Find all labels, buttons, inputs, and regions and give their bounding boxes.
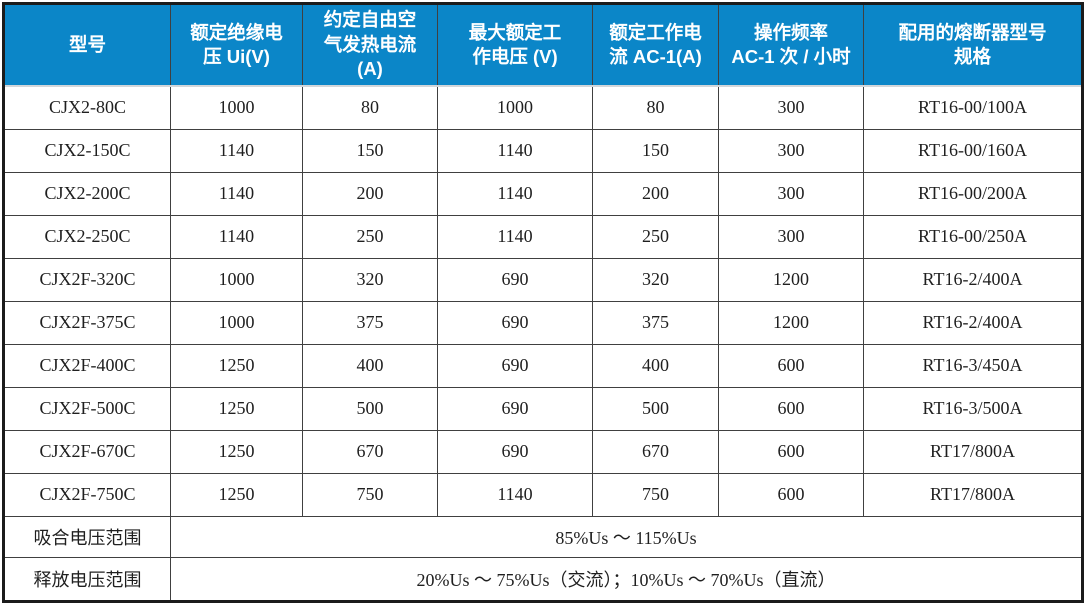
model-cell: CJX2F-320C (3, 257, 171, 302)
value-cell: 1250 (170, 472, 303, 517)
model-cell: CJX2-150C (3, 128, 171, 173)
model-cell: CJX2F-400C (3, 343, 171, 388)
value-cell: RT16-00/200A (863, 171, 1083, 216)
value-cell: 690 (437, 343, 593, 388)
header-cell: 额定工作电 流 AC-1(A) (592, 3, 719, 87)
table-row: CJX2-200C 1140 200 1140 200 300 RT16-00/200A (3, 171, 1083, 216)
model-cell: CJX2F-375C (3, 300, 171, 345)
header-cell: 配用的熔断器型号 规格 (863, 3, 1083, 87)
header-cell: 型号 (3, 3, 171, 87)
value-cell: 1250 (170, 429, 303, 474)
value-cell: RT16-00/250A (863, 214, 1083, 259)
contactor-spec-table: 型号 额定绝缘电 压 Ui(V) 约定自由空 气发热电流 (A) 最大额定工 作电压 … (2, 2, 1084, 603)
model-cell: CJX2-250C (3, 214, 171, 259)
value-cell: 670 (302, 429, 438, 474)
model-cell: CJX2-80C (3, 85, 171, 130)
value-cell: RT17/800A (863, 429, 1083, 474)
value-cell: 320 (592, 257, 719, 302)
value-cell: 1140 (437, 171, 593, 216)
value-cell: 1000 (170, 85, 303, 130)
table-row: CJX2F-320C 1000 320 690 320 1200 RT16-2/400A (3, 257, 1083, 302)
value-cell: RT17/800A (863, 472, 1083, 517)
value-cell: 600 (718, 472, 864, 517)
value-cell: 690 (437, 429, 593, 474)
value-cell: 1140 (170, 171, 303, 216)
value-cell: 1140 (170, 214, 303, 259)
value-cell: 500 (592, 386, 719, 431)
value-cell: 600 (718, 386, 864, 431)
table-row: CJX2F-750C 1250 750 1140 750 600 RT17/800A (3, 472, 1083, 517)
value-cell: 250 (592, 214, 719, 259)
model-cell: CJX2-200C (3, 171, 171, 216)
value-cell: 1250 (170, 343, 303, 388)
value-cell: 750 (302, 472, 438, 517)
value-cell: 400 (302, 343, 438, 388)
value-cell: 750 (592, 472, 719, 517)
value-cell: 600 (718, 429, 864, 474)
value-cell: 150 (302, 128, 438, 173)
header-cell: 操作频率 AC-1 次 / 小时 (718, 3, 864, 87)
table-row: CJX2F-670C 1250 670 690 670 600 RT17/800A (3, 429, 1083, 474)
table-row: CJX2F-400C 1250 400 690 400 600 RT16-3/450A (3, 343, 1083, 388)
model-cell: CJX2F-750C (3, 472, 171, 517)
pickup-voltage-row: 吸合电压范围 85%Us ～ 115%Us (3, 515, 1083, 558)
table-row: CJX2-80C 1000 80 1000 80 300 RT16-00/100A (3, 85, 1083, 130)
value-cell: RT16-2/400A (863, 257, 1083, 302)
value-cell: 1140 (437, 472, 593, 517)
value-cell: 300 (718, 214, 864, 259)
value-cell: 300 (718, 128, 864, 173)
table-row: CJX2F-500C 1250 500 690 500 600 RT16-3/500A (3, 386, 1083, 431)
table-row: CJX2-250C 1140 250 1140 250 300 RT16-00/250A (3, 214, 1083, 259)
value-cell: 1000 (170, 300, 303, 345)
value-cell: 400 (592, 343, 719, 388)
value-cell: 670 (592, 429, 719, 474)
pickup-voltage-label: 吸合电压范围 (3, 515, 171, 558)
value-cell: 600 (718, 343, 864, 388)
value-cell: 1200 (718, 257, 864, 302)
header-cell: 额定绝缘电 压 Ui(V) (170, 3, 303, 87)
value-cell: RT16-3/500A (863, 386, 1083, 431)
value-cell: 1000 (437, 85, 593, 130)
value-cell: 690 (437, 300, 593, 345)
release-voltage-label: 释放电压范围 (3, 556, 171, 602)
value-cell: 1000 (170, 257, 303, 302)
value-cell: 80 (592, 85, 719, 130)
table-row: CJX2F-375C 1000 375 690 375 1200 RT16-2/400A (3, 300, 1083, 345)
value-cell: 375 (302, 300, 438, 345)
value-cell: 300 (718, 85, 864, 130)
value-cell: RT16-00/160A (863, 128, 1083, 173)
model-cell: CJX2F-670C (3, 429, 171, 474)
value-cell: 200 (302, 171, 438, 216)
value-cell: 200 (592, 171, 719, 216)
header-row: 型号 额定绝缘电 压 Ui(V) 约定自由空 气发热电流 (A) 最大额定工 作电压 … (3, 3, 1083, 87)
value-cell: 1140 (170, 128, 303, 173)
pickup-voltage-value: 85%Us ～ 115%Us (170, 515, 1083, 558)
header-cell: 最大额定工 作电压 (V) (437, 3, 593, 87)
header-cell: 约定自由空 气发热电流 (A) (302, 3, 438, 87)
value-cell: 1140 (437, 214, 593, 259)
table-row: CJX2-150C 1140 150 1140 150 300 RT16-00/160A (3, 128, 1083, 173)
value-cell: 690 (437, 257, 593, 302)
value-cell: 375 (592, 300, 719, 345)
value-cell: 1200 (718, 300, 864, 345)
value-cell: 250 (302, 214, 438, 259)
model-cell: CJX2F-500C (3, 386, 171, 431)
table-body: CJX2-80C 1000 80 1000 80 300 RT16-00/100A CJX2-… (3, 85, 1083, 517)
value-cell: 1140 (437, 128, 593, 173)
value-cell: 150 (592, 128, 719, 173)
value-cell: RT16-3/450A (863, 343, 1083, 388)
value-cell: RT16-2/400A (863, 300, 1083, 345)
value-cell: 690 (437, 386, 593, 431)
release-voltage-row: 释放电压范围 20%Us ～ 75%Us（交流）；10%Us ～ 70%Us（直… (3, 556, 1083, 602)
value-cell: 80 (302, 85, 438, 130)
value-cell: 320 (302, 257, 438, 302)
value-cell: RT16-00/100A (863, 85, 1083, 130)
release-voltage-value: 20%Us ～ 75%Us（交流）；10%Us ～ 70%Us（直流） (170, 556, 1083, 602)
value-cell: 1250 (170, 386, 303, 431)
value-cell: 500 (302, 386, 438, 431)
value-cell: 300 (718, 171, 864, 216)
